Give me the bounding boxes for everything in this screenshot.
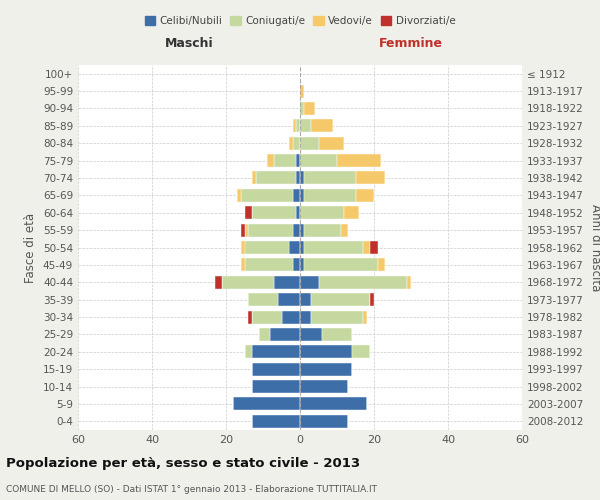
Bar	[252, 206, 296, 220]
Bar	[319, 136, 344, 149]
Bar	[300, 206, 344, 220]
Bar	[300, 415, 348, 428]
Bar	[289, 136, 293, 149]
Bar	[252, 380, 300, 393]
Bar	[233, 398, 300, 410]
Legend: Celibi/Nubili, Coniugati/e, Vedovi/e, Divorziati/e: Celibi/Nubili, Coniugati/e, Vedovi/e, Di…	[140, 12, 460, 30]
Bar	[274, 276, 300, 289]
Bar	[223, 276, 274, 289]
Bar	[248, 224, 293, 236]
Bar	[304, 189, 355, 202]
Bar	[370, 293, 374, 306]
Bar	[293, 224, 300, 236]
Bar	[252, 346, 300, 358]
Bar	[300, 120, 311, 132]
Bar	[300, 154, 337, 167]
Bar	[355, 172, 385, 184]
Bar	[296, 154, 300, 167]
Bar	[241, 189, 293, 202]
Bar	[267, 154, 274, 167]
Bar	[300, 224, 304, 236]
Bar	[274, 154, 296, 167]
Bar	[300, 136, 319, 149]
Y-axis label: Fasce di età: Fasce di età	[25, 212, 37, 282]
Bar	[241, 241, 245, 254]
Bar	[337, 154, 382, 167]
Bar	[300, 346, 352, 358]
Bar	[300, 258, 304, 272]
Bar	[256, 172, 296, 184]
Bar	[311, 293, 370, 306]
Text: COMUNE DI MELLO (SO) - Dati ISTAT 1° gennaio 2013 - Elaborazione TUTTITALIA.IT: COMUNE DI MELLO (SO) - Dati ISTAT 1° gen…	[6, 485, 377, 494]
Bar	[304, 258, 378, 272]
Bar	[296, 172, 300, 184]
Bar	[293, 258, 300, 272]
Bar	[241, 258, 245, 272]
Bar	[271, 328, 300, 341]
Bar	[245, 241, 289, 254]
Bar	[215, 276, 223, 289]
Bar	[245, 346, 252, 358]
Bar	[245, 224, 248, 236]
Bar	[322, 328, 352, 341]
Bar	[293, 189, 300, 202]
Bar	[319, 276, 407, 289]
Bar	[300, 398, 367, 410]
Bar	[370, 241, 378, 254]
Bar	[252, 415, 300, 428]
Bar	[300, 276, 319, 289]
Bar	[296, 120, 300, 132]
Bar	[378, 258, 385, 272]
Bar	[344, 206, 359, 220]
Bar	[289, 241, 300, 254]
Bar	[300, 84, 304, 98]
Bar	[252, 172, 256, 184]
Bar	[311, 310, 363, 324]
Bar	[300, 362, 352, 376]
Text: Popolazione per età, sesso e stato civile - 2013: Popolazione per età, sesso e stato civil…	[6, 458, 360, 470]
Bar	[241, 224, 245, 236]
Bar	[300, 172, 304, 184]
Bar	[281, 310, 300, 324]
Bar	[245, 206, 252, 220]
Bar	[252, 310, 281, 324]
Bar	[252, 362, 300, 376]
Bar	[300, 102, 304, 115]
Bar	[311, 120, 334, 132]
Bar	[304, 224, 341, 236]
Bar	[300, 241, 304, 254]
Bar	[355, 189, 374, 202]
Bar	[363, 241, 370, 254]
Bar	[259, 328, 271, 341]
Bar	[300, 293, 311, 306]
Text: Maschi: Maschi	[164, 38, 214, 51]
Bar	[237, 189, 241, 202]
Bar	[248, 293, 278, 306]
Bar	[296, 206, 300, 220]
Bar	[300, 310, 311, 324]
Bar	[293, 136, 300, 149]
Bar	[304, 241, 363, 254]
Bar	[300, 328, 322, 341]
Bar	[300, 380, 348, 393]
Bar	[293, 120, 296, 132]
Bar	[248, 310, 252, 324]
Bar	[245, 258, 293, 272]
Bar	[278, 293, 300, 306]
Bar	[300, 189, 304, 202]
Bar	[352, 346, 370, 358]
Bar	[304, 102, 315, 115]
Bar	[363, 310, 367, 324]
Text: Femmine: Femmine	[379, 38, 443, 51]
Y-axis label: Anni di nascita: Anni di nascita	[589, 204, 600, 291]
Bar	[304, 172, 355, 184]
Bar	[407, 276, 411, 289]
Bar	[341, 224, 348, 236]
